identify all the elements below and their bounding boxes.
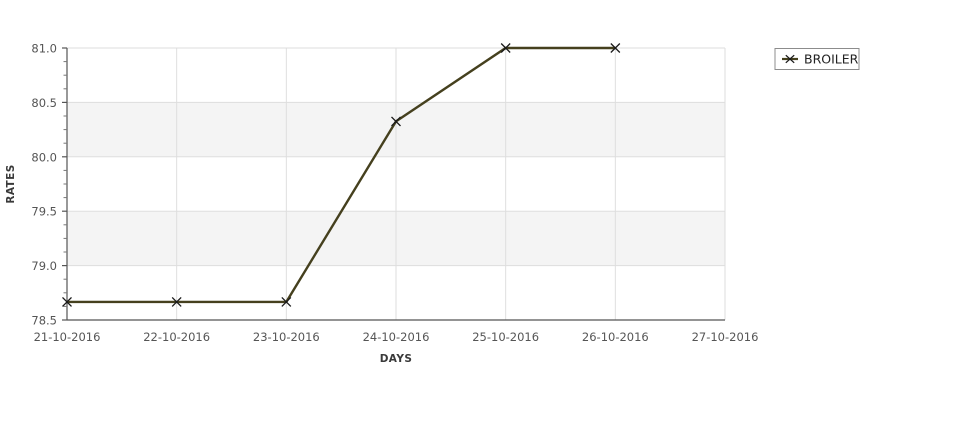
x-axis-title: DAYS [380,353,413,365]
series-broiler-markers [62,43,621,307]
data-point-marker [281,296,292,307]
y-tick-label: 79.0 [31,259,57,273]
y-tick-label: 81.0 [31,42,57,56]
x-tick-label: 23-10-2016 [253,330,320,344]
x-tick-label: 21-10-2016 [34,330,101,344]
y-axis-title: RATES [5,164,17,203]
legend-entry-label: BROILER [804,52,859,67]
chart-legend[interactable]: BROILER [774,48,860,70]
x-tick-label: 25-10-2016 [472,330,539,344]
data-point-marker [500,43,511,53]
x-tick-label: 26-10-2016 [582,330,649,344]
data-point-marker [62,296,72,307]
series-broiler-line [67,46,616,304]
data-point-marker [391,116,401,127]
y-tick-label: 79.5 [31,205,57,219]
x-tick-label: 24-10-2016 [363,330,430,344]
data-point-marker [610,43,621,53]
x-axis-tick-labels: 21-10-2016 22-10-2016 23-10-2016 24-10-2… [34,330,759,344]
legend-box [774,48,860,70]
y-tick-label: 78.5 [31,314,57,328]
y-tick-label: 80.0 [31,150,57,164]
series-broiler [62,43,621,307]
legend-marker-x-icon [785,54,795,64]
y-axis-major-ticks [62,47,67,321]
y-axis-minor-ticks [63,61,67,307]
y-axis-tick-labels: 81.0 80.5 80.0 79.5 79.0 78.5 [31,42,57,328]
data-point-marker [171,296,182,307]
y-tick-label: 80.5 [31,96,57,110]
x-tick-label: 27-10-2016 [692,330,759,344]
x-tick-label: 22-10-2016 [143,330,210,344]
